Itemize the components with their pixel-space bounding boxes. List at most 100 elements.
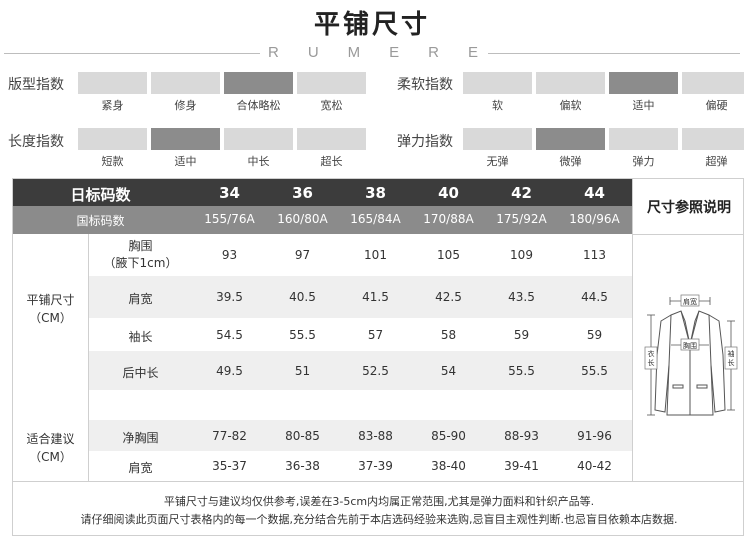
table-cell: 39.5 [216, 290, 243, 304]
size-intl-0: 155/76A [204, 212, 255, 226]
group-flat-size-label: 平铺尺寸 [26, 293, 75, 307]
table-cell: 43.5 [508, 290, 535, 304]
brand-letter: E [467, 44, 478, 61]
row-label: 后中长 [122, 365, 159, 380]
size-jp-2: 38 [365, 184, 386, 202]
row-bg-back-length [88, 351, 632, 390]
row-label: 袖长 [128, 329, 153, 344]
reference-divider [632, 179, 633, 481]
table-cell: 55.5 [508, 363, 535, 378]
index-option-fit-3: 宽松 [320, 99, 343, 112]
index-option-fit-0: 紧身 [101, 99, 124, 112]
reference-diagram: 肩宽 胸围 衣 长 袖 长 [633, 235, 744, 481]
size-intl-1: 160/80A [277, 212, 328, 226]
table-cell: 37-39 [358, 459, 393, 473]
table-header-jp: 日标码数 34 36 38 40 42 44 [13, 179, 632, 206]
size-table: 日标码数 34 36 38 40 42 44 国标码数 155/76A 160/80A 165… [12, 178, 744, 536]
row-label: 胸围 （腋下1cm） [88, 238, 193, 272]
intl-label: 国标码数 [76, 214, 125, 228]
index-bar-fit-2 [224, 72, 293, 94]
size-intl-5: 180/96A [569, 212, 620, 226]
index-option-softness-3: 偏硬 [705, 99, 728, 112]
chest-tag: 胸围 [683, 341, 697, 350]
brand-letter: R [428, 44, 439, 61]
group-flat-size-unit: （CM） [29, 311, 72, 325]
row-label-main: 胸围 [128, 239, 153, 253]
size-jp-3: 40 [438, 184, 459, 202]
table-cell: 77-82 [212, 428, 247, 443]
table-cell: 35-37 [212, 459, 247, 473]
brand-letter: R [268, 44, 279, 61]
table-cell: 59 [513, 327, 530, 342]
footer-note-2: 请仔细阅读此页面尺寸表格内的每一个数据,充分结合先前于本店选码经验来选购,忌盲目… [80, 513, 678, 526]
brand-divider-right [488, 53, 740, 54]
table-cell: 57 [367, 327, 384, 342]
brand-wordmark: R U M E R E [268, 44, 478, 61]
table-cell: 54.5 [216, 327, 243, 342]
table-cell: 59 [586, 327, 603, 342]
table-cell: 113 [583, 248, 606, 262]
reference-header-rule [632, 234, 744, 235]
brand-letter: M [347, 44, 361, 61]
row-bg-spacer [88, 390, 632, 420]
index-bar-softness-1 [536, 72, 605, 94]
right-pocket [696, 384, 708, 389]
index-option-length-2: 中长 [247, 155, 270, 168]
sleeve-tag-char2: 长 [728, 358, 735, 367]
table-cell: 49.5 [216, 363, 243, 378]
brand-letter: E [389, 44, 400, 61]
right-sleeve-outline [708, 314, 726, 413]
table-cell: 54 [440, 363, 457, 378]
size-intl-3: 170/88A [423, 212, 474, 226]
index-option-elasticity-0: 无弹 [486, 155, 509, 168]
table-cell: 93 [221, 248, 238, 262]
size-jp-5: 44 [584, 184, 605, 202]
index-bar-fit-3 [297, 72, 366, 94]
row-label: 肩宽 [128, 292, 153, 306]
left-sleeve-outline [654, 314, 672, 413]
index-bar-elasticity-3 [682, 128, 744, 150]
index-option-length-0: 短款 [101, 155, 124, 168]
group-advice-label: 适合建议 [26, 432, 75, 446]
shoulder-tag: 肩宽 [683, 297, 697, 306]
index-option-elasticity-2: 弹力 [632, 155, 655, 168]
index-option-softness-2: 适中 [632, 99, 655, 112]
index-option-fit-1: 修身 [174, 99, 197, 112]
footer-notes: 平铺尺寸与建议均仅供参考,误差在3-5cm内均属正常范围,尤其是弹力面料和针织产… [13, 481, 744, 537]
sleeve-tag-box [724, 346, 738, 370]
table-cell: 88-93 [504, 428, 539, 443]
index-bar-elasticity-0 [463, 128, 532, 150]
table-cell: 58 [440, 327, 457, 342]
page-title: 平铺尺寸 [313, 10, 430, 40]
index-label-fit: 版型指数 [8, 77, 64, 93]
table-cell: 55.5 [289, 327, 316, 342]
footer-note-1: 平铺尺寸与建议均仅供参考,误差在3-5cm内均属正常范围,尤其是弹力面料和针织产… [163, 495, 595, 508]
row-label-sub: （腋下1cm） [103, 256, 178, 270]
left-pocket [672, 384, 684, 389]
length-tag-char2: 长 [648, 358, 655, 367]
index-option-length-1: 适中 [174, 155, 197, 168]
index-option-length-3: 超长 [320, 155, 343, 168]
table-cell: 101 [364, 248, 387, 262]
index-bar-fit-1 [151, 72, 220, 94]
table-cell: 52.5 [362, 363, 389, 378]
brand-letter: U [307, 44, 319, 61]
index-bar-length-3 [297, 128, 366, 150]
footer-rule [13, 481, 744, 482]
table-cell: 105 [437, 248, 460, 262]
reference-title: 尺寸参照说明 [647, 199, 731, 216]
jacket-diagram: 肩宽 胸围 衣 长 袖 长 [644, 294, 738, 416]
index-option-fit-2: 合体略松 [236, 99, 281, 112]
table-cell: 39-41 [504, 459, 539, 473]
index-option-softness-1: 偏软 [559, 99, 582, 112]
group-advice: 适合建议 （CM） [13, 430, 88, 466]
table-cell: 51 [294, 363, 311, 378]
index-bar-softness-2 [609, 72, 678, 94]
table-cell: 83-88 [358, 428, 393, 443]
row-label: 肩宽 [128, 461, 153, 475]
table-header-intl: 国标码数 155/76A 160/80A 165/84A 170/88A 175/92A… [13, 206, 632, 234]
index-bar-length-1 [151, 128, 220, 150]
size-intl-4: 175/92A [496, 212, 547, 226]
length-tag-char1: 衣 [648, 349, 655, 358]
row-label: 净胸围 [122, 430, 159, 445]
